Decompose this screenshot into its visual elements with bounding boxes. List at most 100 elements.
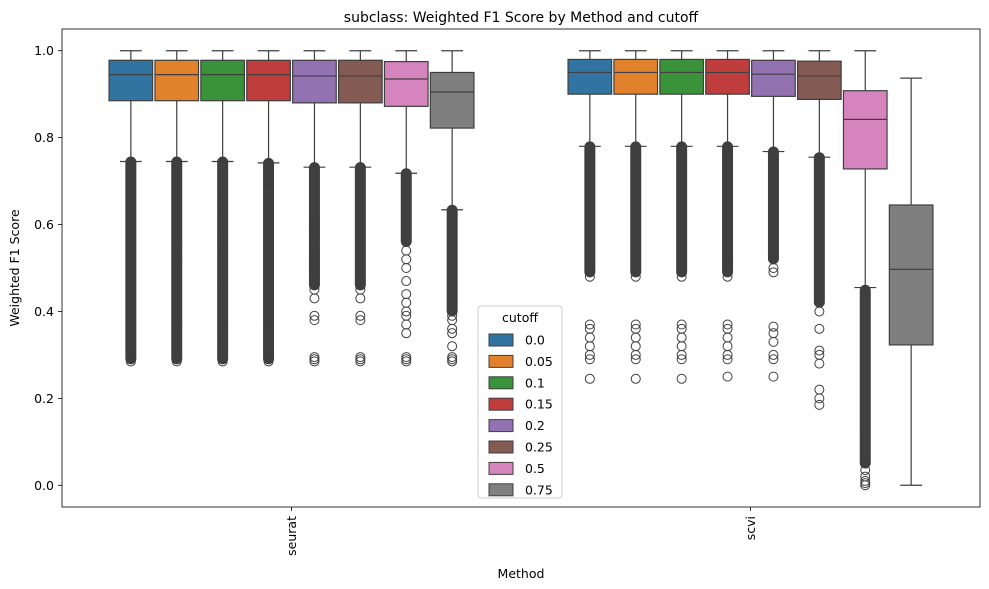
outlier-point <box>722 354 733 365</box>
legend-swatch <box>488 333 514 347</box>
outlier-point <box>722 263 733 273</box>
x-tick-label: seurat <box>284 516 299 556</box>
outlier-cluster <box>813 152 825 308</box>
outlier-cluster <box>722 141 734 278</box>
outlier-point <box>814 399 825 410</box>
outlier-point <box>768 371 779 382</box>
outlier-point <box>217 341 228 352</box>
outlier-point <box>217 241 228 252</box>
outlier-point <box>768 254 779 265</box>
outlier-point <box>125 352 136 363</box>
outlier-point <box>447 352 458 363</box>
box-body <box>246 59 291 102</box>
outlier-point <box>309 310 320 321</box>
outlier-point <box>814 323 825 334</box>
outlier-point <box>217 197 228 208</box>
outlier-point <box>860 475 871 486</box>
outlier-point <box>125 315 136 326</box>
legend-swatch <box>488 440 514 454</box>
outlier-point <box>768 349 779 360</box>
y-tick-label: 0.8 <box>34 130 54 145</box>
outlier-point <box>584 319 595 330</box>
outlier-point <box>355 276 366 287</box>
legend: cutoff 0.0 0.05 0.1 0.15 0.2 0.25 0.5 0.75 <box>477 305 563 499</box>
outlier-point <box>768 267 779 278</box>
box-scvi-0.25 <box>796 50 842 410</box>
outlier-cluster <box>171 156 183 365</box>
legend-swatch <box>488 461 514 475</box>
outlier-point <box>768 354 779 365</box>
outlier-point <box>217 315 228 326</box>
x-axis-label: Method <box>498 566 545 581</box>
box-scvi-0.75 <box>888 77 934 486</box>
y-tick-label: 0.0 <box>34 478 54 493</box>
y-tick-label: 0.2 <box>34 391 54 406</box>
outlier-point <box>355 254 366 265</box>
outlier-point <box>355 219 366 230</box>
box-body <box>796 60 842 100</box>
box-body <box>613 58 659 95</box>
y-tick-label: 0.6 <box>34 217 54 232</box>
box-seurat-0.5 <box>383 50 429 367</box>
box-seurat-0.15 <box>246 50 291 367</box>
legend-label: 0.1 <box>525 375 545 390</box>
box-body <box>888 204 934 346</box>
legend-swatch <box>488 419 514 433</box>
legend-swatch <box>488 376 514 390</box>
outlier-point <box>171 341 182 352</box>
outlier-point <box>217 254 228 265</box>
outlier-cluster <box>446 204 458 317</box>
outlier-point <box>171 352 182 363</box>
outlier-cluster <box>584 141 596 278</box>
outlier-point <box>676 354 687 365</box>
outlier-point <box>447 328 458 339</box>
box-scvi-0.1 <box>659 50 705 384</box>
y-axis: 0.0 0.2 0.4 0.6 0.8 1.0 <box>34 43 62 493</box>
box-scvi-0.0 <box>567 50 613 384</box>
outlier-point <box>722 323 733 334</box>
outlier-point <box>447 310 458 321</box>
outlier-point <box>263 158 274 169</box>
outlier-point <box>171 315 182 326</box>
outlier-point <box>171 254 182 265</box>
box-body <box>200 59 246 102</box>
outlier-cluster <box>125 156 137 365</box>
outlier-point <box>447 315 458 326</box>
outlier-point <box>355 241 366 252</box>
box-body <box>154 59 200 102</box>
outlier-point <box>309 315 320 326</box>
box-body <box>842 90 888 170</box>
outlier-point <box>125 341 136 352</box>
outlier-cluster <box>308 162 320 291</box>
box-scvi-0.2 <box>751 50 796 382</box>
legend-swatch <box>488 354 514 368</box>
outlier-point <box>401 310 412 321</box>
y-axis-label: Weighted F1 Score <box>7 209 22 327</box>
outlier-point <box>309 276 320 287</box>
box-seurat-0.2 <box>292 50 337 367</box>
legend-label: 0.75 <box>525 482 553 497</box>
outlier-point <box>171 197 182 208</box>
outlier-point <box>584 323 595 334</box>
legend-label: 0.25 <box>525 440 553 455</box>
outlier-point <box>125 158 136 169</box>
legend-label: 0.15 <box>525 397 553 412</box>
outlier-point <box>263 210 274 221</box>
box-seurat-0.0 <box>108 50 154 367</box>
outlier-point <box>860 471 871 482</box>
outlier-point <box>630 319 641 330</box>
outlier-point <box>814 349 825 360</box>
outlier-point <box>722 319 733 330</box>
outlier-cluster <box>400 168 412 247</box>
box-body <box>567 58 613 95</box>
outlier-cluster <box>630 141 642 278</box>
legend-label: 0.5 <box>525 461 545 476</box>
outlier-point <box>171 241 182 252</box>
box-body <box>659 58 705 95</box>
box-seurat-0.25 <box>337 50 383 367</box>
box-scvi-0.15 <box>705 50 750 382</box>
outlier-point <box>171 210 182 221</box>
outlier-point <box>860 441 871 452</box>
outlier-point <box>355 310 366 321</box>
